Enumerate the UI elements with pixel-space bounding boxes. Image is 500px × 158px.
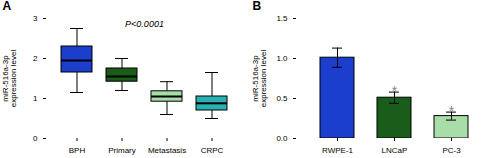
svg-text:1.0: 1.0 [276, 54, 288, 63]
svg-text:0: 0 [33, 134, 38, 143]
svg-text:Metastasis: Metastasis [148, 146, 186, 155]
svg-text:miR-516a-3pexpression level: miR-516a-3pexpression level [1, 50, 18, 108]
svg-text:3: 3 [33, 14, 38, 23]
svg-text:P<0.0001: P<0.0001 [125, 19, 164, 29]
svg-text:*: * [392, 83, 398, 99]
svg-text:0.0: 0.0 [276, 134, 288, 143]
svg-text:CRPC: CRPC [201, 146, 224, 155]
svg-text:B: B [253, 0, 262, 13]
svg-text:A: A [3, 0, 12, 13]
svg-text:LNCaP: LNCaP [382, 146, 408, 155]
svg-text:miR-516a-3pexpression level: miR-516a-3pexpression level [251, 50, 268, 108]
svg-text:1: 1 [33, 94, 38, 103]
svg-text:RWPE-1: RWPE-1 [322, 146, 354, 155]
svg-text:Primary: Primary [108, 146, 136, 155]
svg-text:*: * [449, 103, 455, 119]
svg-text:BPH: BPH [69, 146, 86, 155]
svg-text:0.5: 0.5 [276, 94, 288, 103]
svg-text:2: 2 [33, 54, 38, 63]
svg-text:1.5: 1.5 [276, 14, 288, 23]
svg-text:PC-3: PC-3 [442, 146, 461, 155]
